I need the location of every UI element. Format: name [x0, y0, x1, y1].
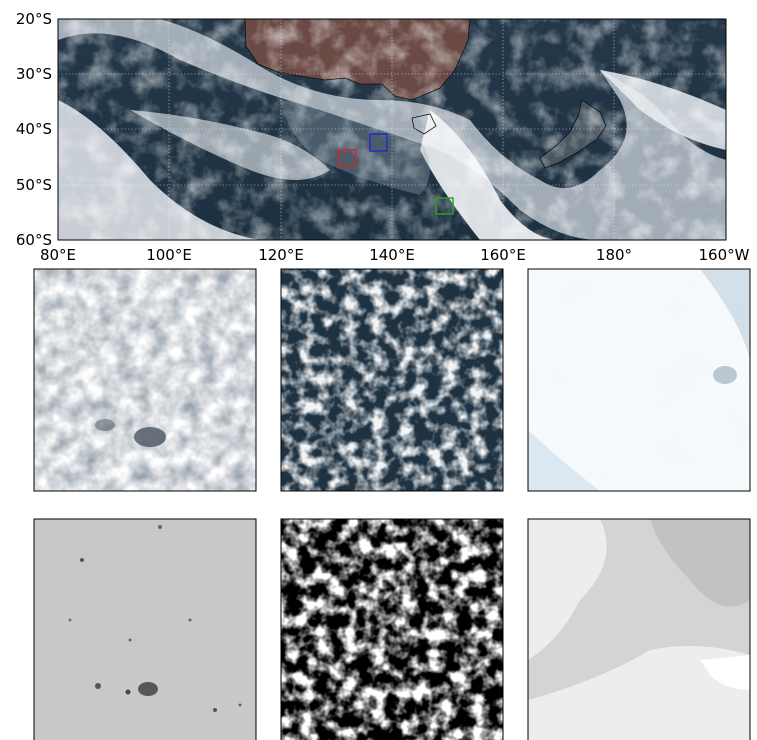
- lon-tick-100e: 100°E: [146, 246, 192, 264]
- lon-tick-160w: 160°W: [698, 246, 750, 264]
- lon-tick-80e: 80°E: [39, 246, 77, 264]
- green-region-box: [435, 197, 454, 215]
- gray-panel-green-region: [528, 519, 750, 740]
- gray-panel-blue-region: [281, 519, 503, 740]
- blue-region-box: [369, 133, 388, 152]
- rgb-panel-blue-region: [281, 269, 503, 491]
- lat-tick-60s: 60°S: [15, 231, 52, 249]
- rgb-panel-green-region: [528, 269, 750, 491]
- rgb-panel-red-region: [34, 269, 256, 491]
- map-gridlines: [58, 19, 726, 240]
- lat-tick-30s: 30°S: [15, 65, 52, 83]
- gray-panel-red-region: [34, 519, 256, 740]
- lon-tick-180: 180°: [595, 246, 633, 264]
- lat-tick-20s: 20°S: [15, 10, 52, 28]
- red-region-box: [338, 149, 357, 167]
- lat-tick-50s: 50°S: [15, 176, 52, 194]
- map-frame: [57, 18, 727, 241]
- lat-tick-40s: 40°S: [15, 120, 52, 138]
- lon-tick-140e: 140°E: [369, 246, 415, 264]
- lon-tick-160e: 160°E: [480, 246, 526, 264]
- map-image: [58, 19, 726, 240]
- lon-tick-120e: 120°E: [258, 246, 304, 264]
